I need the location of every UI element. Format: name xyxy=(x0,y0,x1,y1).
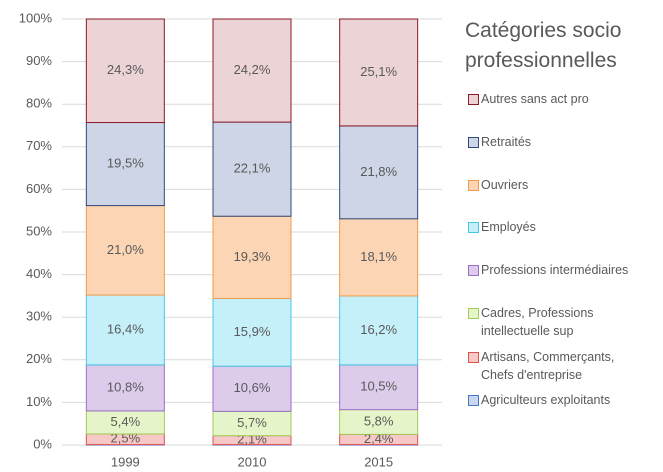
data-label: 19,5% xyxy=(107,155,144,170)
y-tick-label: 10% xyxy=(26,394,52,409)
legend-swatch xyxy=(468,137,479,148)
data-label: 5,8% xyxy=(364,413,394,428)
bar-segment xyxy=(339,18,419,127)
legend-item: Retraités xyxy=(468,133,658,151)
data-label: 24,2% xyxy=(234,62,271,77)
bar-segment xyxy=(212,297,292,367)
legend-swatch xyxy=(468,180,479,191)
bar-segment xyxy=(339,295,419,366)
legend-swatch xyxy=(468,308,479,319)
data-label: 19,3% xyxy=(234,249,271,264)
data-label: 24,3% xyxy=(107,62,144,77)
bar-segment xyxy=(339,409,419,435)
legend-swatch xyxy=(468,395,479,406)
bar-segment xyxy=(85,18,165,124)
bar-segment xyxy=(85,205,165,296)
x-tick-label: 2010 xyxy=(238,454,267,469)
y-tick-label: 60% xyxy=(26,181,52,196)
data-label: 22,1% xyxy=(234,161,271,176)
legend-swatch xyxy=(468,265,479,276)
y-tick-label: 70% xyxy=(26,138,52,153)
bar-segment xyxy=(212,410,292,437)
legend-item: Employés xyxy=(468,218,658,236)
y-tick-label: 100% xyxy=(19,10,53,25)
data-label: 16,2% xyxy=(360,322,397,337)
y-tick-label: 40% xyxy=(26,266,52,281)
legend-label: Retraités xyxy=(481,135,532,149)
legend-swatch xyxy=(468,352,479,363)
data-label: 18,1% xyxy=(360,249,397,264)
legend-label: Autres sans act pro xyxy=(481,92,589,106)
legend-label: Artisans, Commerçants, Chefs d'entrepris… xyxy=(481,350,615,382)
data-label: 10,8% xyxy=(107,379,144,394)
data-label: 25,1% xyxy=(360,64,397,79)
y-tick-label: 20% xyxy=(26,351,52,366)
x-tick-label: 1999 xyxy=(111,454,140,469)
y-tick-label: 80% xyxy=(26,96,52,111)
legend-label: Professions intermédiaires xyxy=(481,263,629,277)
bar-segment xyxy=(212,121,292,217)
legend-item: Ouvriers xyxy=(468,176,658,194)
bar-segment xyxy=(85,364,165,412)
legend-item: Cadres, Professions intellectuelle sup xyxy=(468,304,658,340)
bar-segment xyxy=(212,18,292,123)
bar-segment xyxy=(339,364,419,411)
data-label: 21,0% xyxy=(107,242,144,257)
legend-label: Agriculteurs exploitants xyxy=(481,393,611,407)
legend-item: Autres sans act pro xyxy=(468,90,658,108)
data-label: 10,5% xyxy=(360,379,397,394)
bar-segment xyxy=(212,215,292,299)
legend-label: Ouvriers xyxy=(481,178,529,192)
y-tick-label: 50% xyxy=(26,223,52,238)
legend-label: Employés xyxy=(481,220,536,234)
legend-label: Cadres, Professions intellectuelle sup xyxy=(481,306,594,338)
legend-swatch xyxy=(468,222,479,233)
y-tick-label: 90% xyxy=(26,53,52,68)
legend-item: Professions intermédiaires xyxy=(468,261,658,279)
legend-title: Catégories socio professionnelles xyxy=(465,19,622,72)
legend-swatch xyxy=(468,94,479,105)
data-label: 10,6% xyxy=(234,380,271,395)
data-label: 16,4% xyxy=(107,321,144,336)
legend-item: Agriculteurs exploitants xyxy=(468,391,658,409)
data-label: 5,7% xyxy=(237,415,267,430)
legend-item: Artisans, Commerçants, Chefs d'entrepris… xyxy=(468,348,658,384)
y-tick-label: 0% xyxy=(33,436,52,451)
data-label: 5,4% xyxy=(111,414,141,429)
x-tick-label: 2015 xyxy=(364,454,393,469)
bar-segment xyxy=(85,122,165,207)
bar-segment xyxy=(212,365,292,412)
data-label: 21,8% xyxy=(360,164,397,179)
data-label: 2,5% xyxy=(111,431,141,446)
y-tick-label: 30% xyxy=(26,309,52,324)
bar-segment xyxy=(339,218,419,297)
data-label: 15,9% xyxy=(234,324,271,339)
